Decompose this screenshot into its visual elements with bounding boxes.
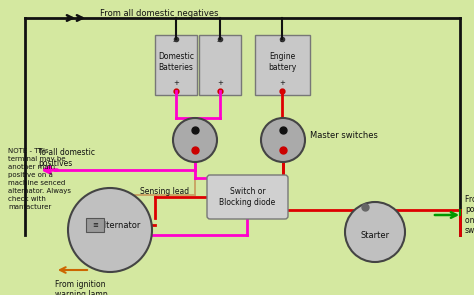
Text: NOTE - This
terminal may be
another main
positive on a
machine senced
alternator: NOTE - This terminal may be another main… (8, 148, 71, 210)
Circle shape (173, 118, 217, 162)
Text: -: - (173, 38, 175, 44)
Text: Starter: Starter (360, 230, 390, 240)
Text: From all domestic negatives: From all domestic negatives (100, 9, 219, 19)
Text: Switch or
Blocking diode: Switch or Blocking diode (219, 187, 275, 207)
Text: Domestic
Batteries: Domestic Batteries (158, 52, 194, 72)
Text: To all domestic
positives: To all domestic positives (38, 148, 95, 168)
Circle shape (345, 202, 405, 262)
FancyBboxPatch shape (199, 35, 241, 95)
Circle shape (261, 118, 305, 162)
FancyBboxPatch shape (86, 218, 104, 232)
FancyBboxPatch shape (255, 35, 310, 95)
Text: From start
position
on ignition
switch: From start position on ignition switch (465, 195, 474, 235)
Text: -: - (280, 38, 282, 44)
Text: -: - (217, 38, 219, 44)
Text: +: + (217, 80, 223, 86)
Text: Master switches: Master switches (310, 130, 378, 140)
Text: Alternator: Alternator (99, 220, 141, 230)
Text: +: + (280, 80, 285, 86)
Circle shape (68, 188, 152, 272)
Text: Sensing lead: Sensing lead (140, 188, 189, 196)
Text: Engine
battery: Engine battery (268, 52, 297, 72)
FancyBboxPatch shape (207, 175, 288, 219)
Text: From ignition
warning lamp: From ignition warning lamp (55, 280, 108, 295)
Text: ≡: ≡ (92, 222, 98, 228)
Text: +: + (173, 80, 179, 86)
FancyBboxPatch shape (155, 35, 197, 95)
